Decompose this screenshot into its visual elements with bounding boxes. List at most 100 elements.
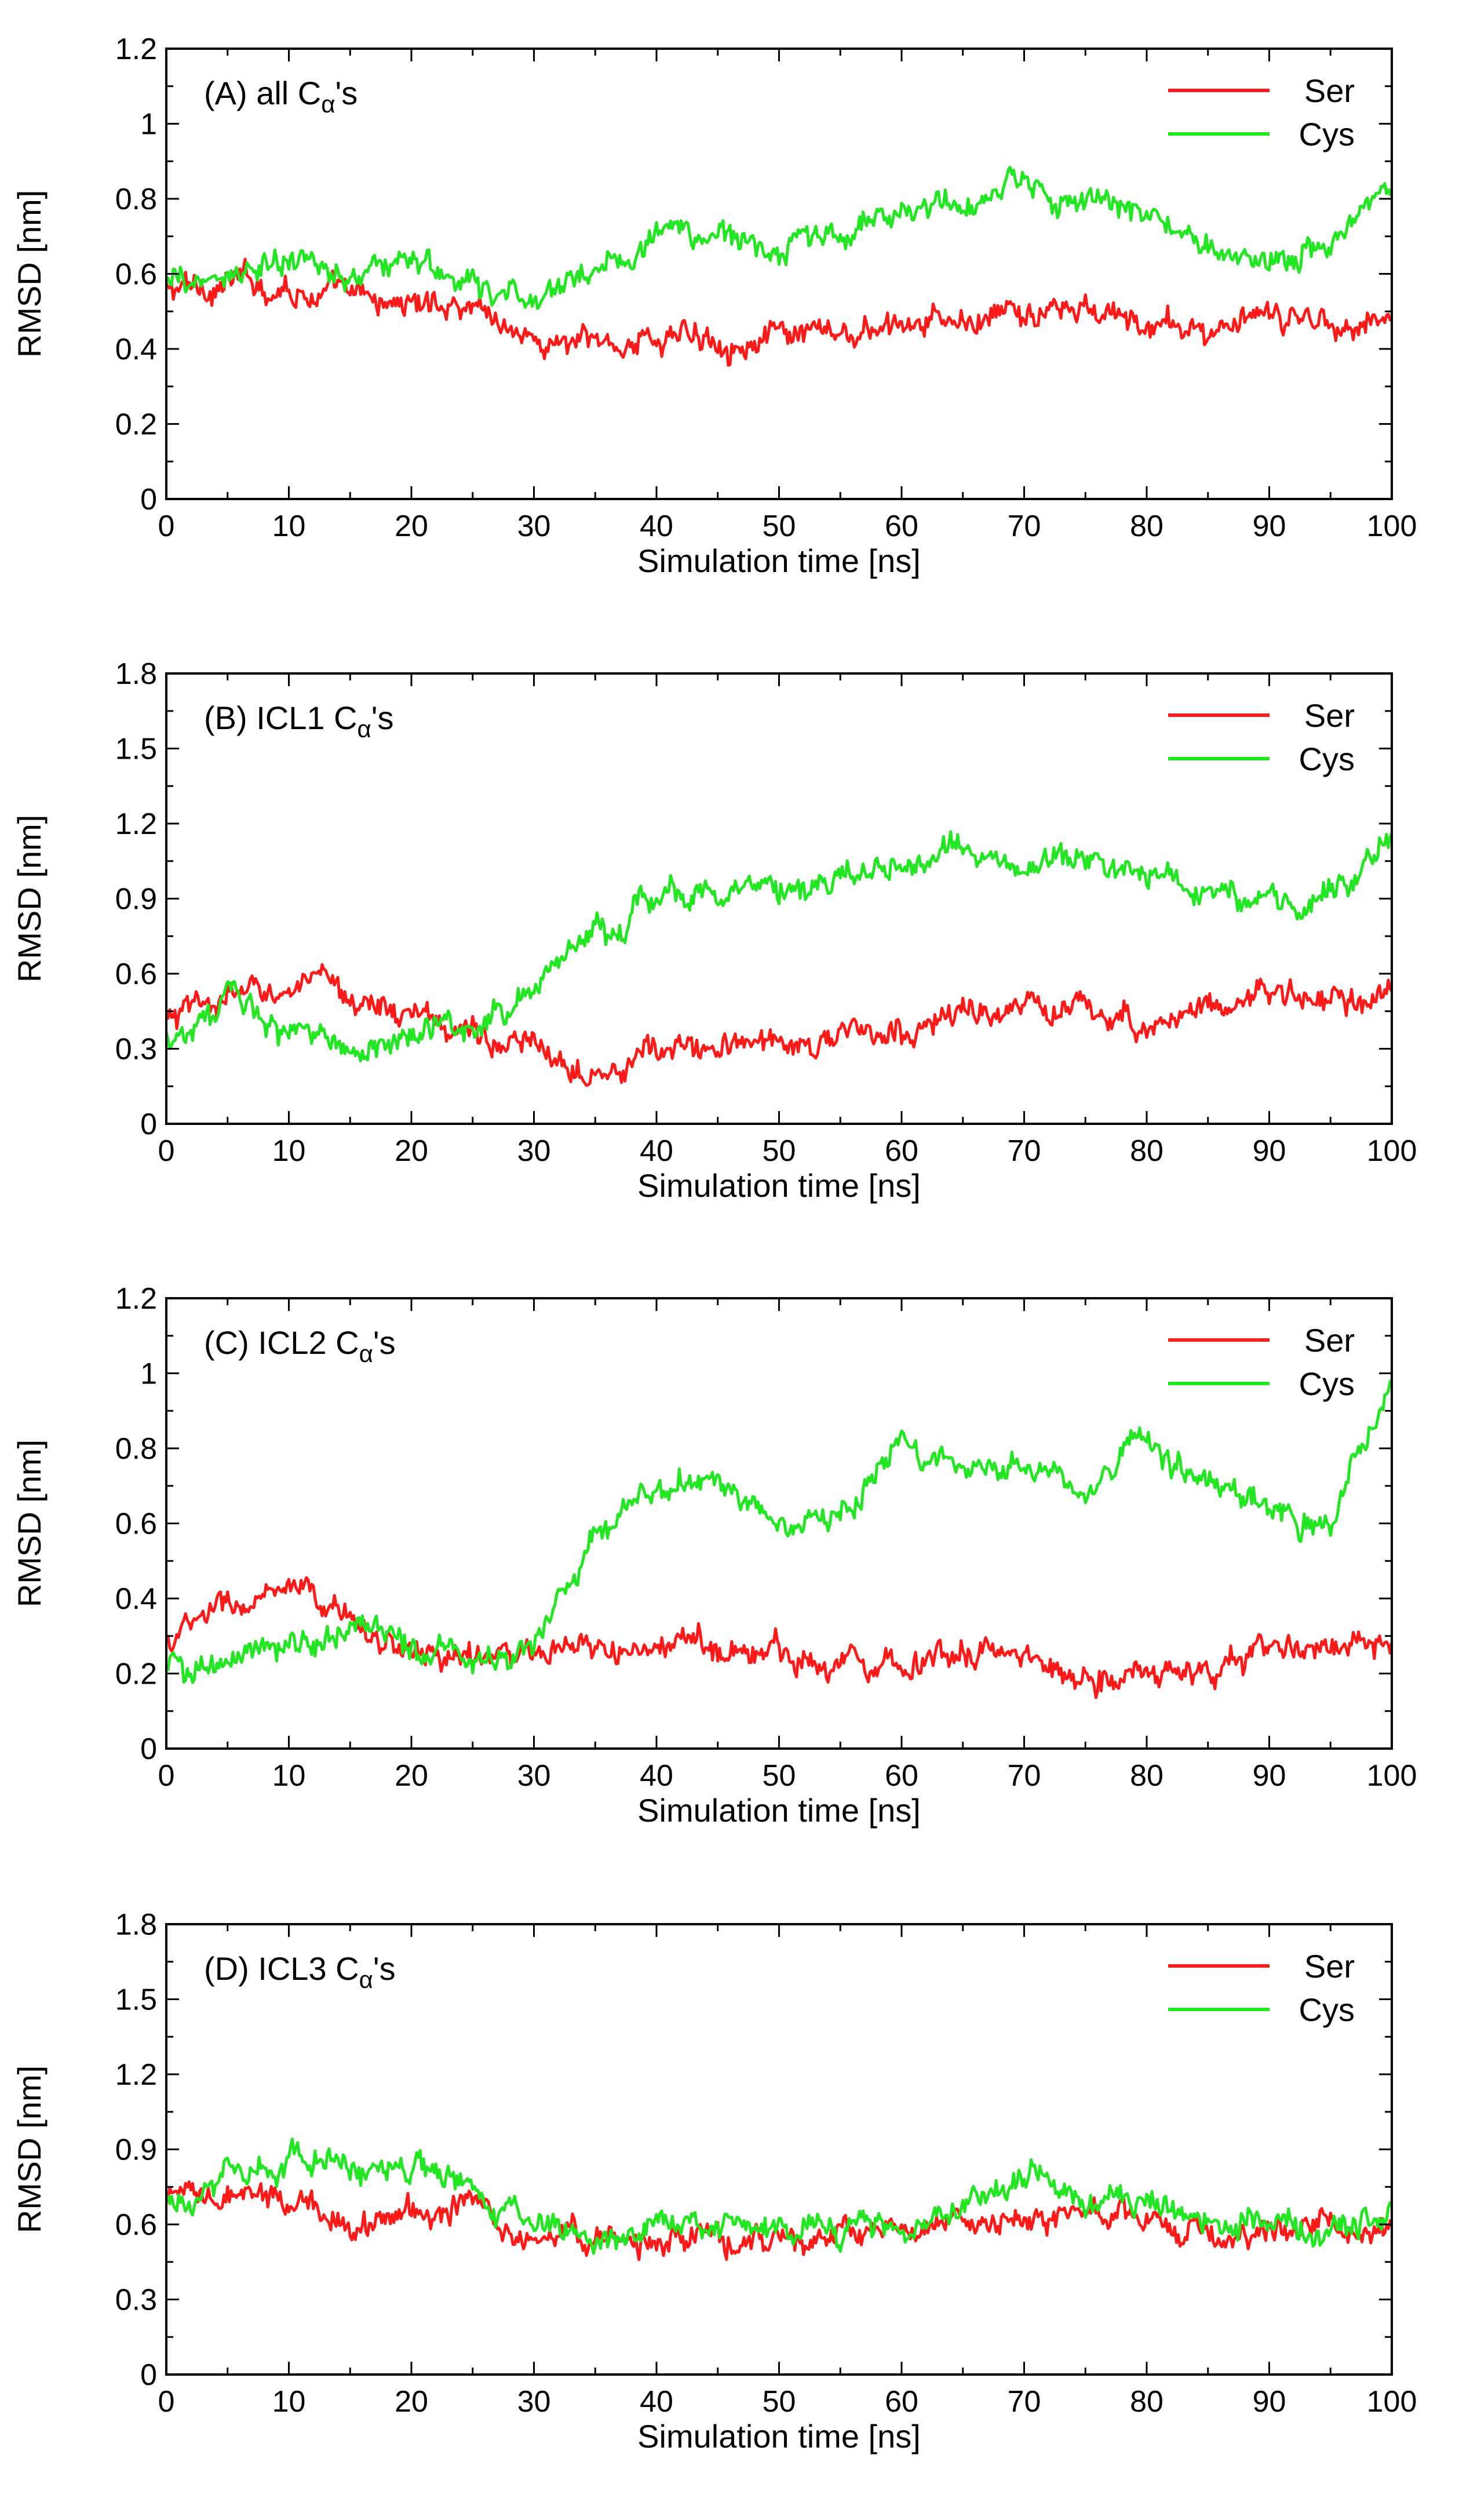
panel-b-xtick-label: 60 — [885, 1134, 918, 1168]
panel-d: 0 10 20 30 40 50 60 70 80 90 100 0 0.3 0.6 0.9 1.2 1.5 1.… — [11, 1908, 1417, 2455]
panel-c: 0 10 20 30 40 50 60 70 80 90 100 0 0.2 0.4 0.6 0.8 1 1.2 S… — [11, 1282, 1417, 1829]
panel-a: 0 10 20 30 40 50 60 70 80 90 100 0 0.2 0.4 0.6 0.8 1 1.2 S… — [11, 32, 1417, 579]
panel-a-xtick-label: 20 — [395, 509, 428, 543]
panel-c-ytick-label: 0.6 — [115, 1507, 157, 1541]
panel-b-ytick-label: 1.5 — [115, 733, 157, 766]
panel-b-ytick-label: 1.2 — [115, 807, 157, 841]
panel-c-xtick-label: 60 — [885, 1759, 918, 1793]
panel-d-ytick-label: 1.8 — [115, 1908, 157, 1942]
panel-c-ytick-label: 1 — [140, 1357, 157, 1391]
panel-c-legend-label-ser: Ser — [1304, 1322, 1355, 1359]
panel-d-xtick-label: 20 — [395, 2385, 428, 2419]
panel-d-xtick-label: 10 — [272, 2385, 306, 2419]
panel-c-legend: Ser Cys — [1168, 1322, 1355, 1402]
panel-a-legend-label-cys: Cys — [1299, 116, 1355, 152]
panel-a-xtick-label: 40 — [640, 509, 673, 543]
panel-d-xtick-label: 50 — [763, 2385, 796, 2419]
panel-a-xtick-label: 10 — [272, 509, 306, 543]
panel-a-xtick-label: 30 — [517, 509, 551, 543]
panel-b-xtick-label: 30 — [517, 1134, 551, 1168]
panel-b-ytick-label: 1.8 — [115, 657, 157, 691]
panel-a-ytick-label: 0.6 — [115, 258, 157, 292]
panel-c-xtick-label: 20 — [395, 1759, 428, 1793]
panel-a-ytick-label: 0.2 — [115, 408, 157, 442]
panel-c-xtick-label: 40 — [640, 1759, 673, 1793]
panel-a-xtick-label: 80 — [1130, 509, 1163, 543]
panel-a-series-ser — [165, 257, 1393, 367]
panel-b-xlabel: Simulation time [ns] — [637, 1167, 921, 1204]
panel-a-legend: Ser Cys — [1168, 72, 1355, 152]
panel-b-xtick-label: 0 — [158, 1134, 175, 1168]
panel-b-series-ser — [165, 963, 1394, 1087]
panel-b-legend-label-cys: Cys — [1299, 741, 1355, 777]
panel-a-ytick-label: 0.4 — [115, 333, 157, 366]
panel-b-ytick-label: 0.3 — [115, 1033, 157, 1066]
panel-a-xtick-label: 50 — [763, 509, 796, 543]
panel-b: 0 10 20 30 40 50 60 70 80 90 100 0 0.3 0.6 0.9 1.2 1.5 1.… — [11, 657, 1417, 1204]
panel-b-ytick-label: 0 — [140, 1108, 157, 1141]
panel-d-xtick-label: 40 — [640, 2385, 673, 2419]
panel-a-xtick-label: 90 — [1253, 509, 1286, 543]
panel-b-title: (B) ICL1 Cα's — [204, 700, 393, 742]
panel-c-xtick-label: 100 — [1367, 1759, 1417, 1793]
panel-d-xtick-label: 60 — [885, 2385, 918, 2419]
panel-a-xtick-label: 60 — [885, 509, 918, 543]
panel-b-xtick-label: 10 — [272, 1134, 306, 1168]
panel-d-legend: Ser Cys — [1168, 1948, 1355, 2028]
panel-b-ytick-label: 0.9 — [115, 883, 157, 916]
panel-d-ylabel: RMSD [nm] — [11, 2066, 48, 2233]
panel-c-ytick-label: 0.2 — [115, 1658, 157, 1691]
panel-b-xtick-label: 100 — [1367, 1134, 1417, 1168]
panel-d-xlabel: Simulation time [ns] — [637, 2418, 921, 2455]
panel-b-xtick-label: 50 — [763, 1134, 796, 1168]
panel-d-xtick-label: 100 — [1367, 2385, 1417, 2419]
panel-b-xtick-label: 40 — [640, 1134, 673, 1168]
panel-a-xtick-label: 100 — [1367, 509, 1417, 543]
panel-d-xtick-label: 0 — [158, 2385, 175, 2419]
panel-c-xtick-label: 50 — [763, 1759, 796, 1793]
panel-b-ylabel: RMSD [nm] — [11, 815, 48, 982]
panel-b-xtick-label: 70 — [1008, 1134, 1041, 1168]
panel-d-xtick-label: 30 — [517, 2385, 551, 2419]
panel-b-series-cys — [165, 830, 1394, 1062]
panel-d-legend-label-cys: Cys — [1299, 1991, 1355, 2028]
panel-b-legend: Ser Cys — [1168, 697, 1355, 777]
panel-b-legend-label-ser: Ser — [1304, 697, 1355, 734]
panel-a-series-cys — [165, 166, 1394, 310]
panel-c-ytick-label: 0 — [140, 1732, 157, 1766]
panel-c-ytick-label: 0.8 — [115, 1432, 157, 1466]
panel-d-ytick-label: 0 — [140, 2358, 157, 2392]
panel-a-ytick-label: 1.2 — [115, 32, 157, 66]
panel-a-ytick-label: 0 — [140, 483, 157, 516]
panel-c-ytick-label: 0.4 — [115, 1582, 157, 1616]
panel-c-xtick-label: 70 — [1008, 1759, 1041, 1793]
panel-d-title: (D) ICL3 Cα's — [204, 1950, 396, 1993]
panel-c-ytick-label: 1.2 — [115, 1282, 157, 1316]
panel-c-xtick-label: 90 — [1253, 1759, 1286, 1793]
panel-d-ytick-label: 0.6 — [115, 2208, 157, 2242]
panel-d-xtick-label: 80 — [1130, 2385, 1163, 2419]
panel-d-series-cys — [166, 2137, 1394, 2255]
panel-d-ytick-label: 1.5 — [115, 1983, 157, 2017]
panel-c-xlabel: Simulation time [ns] — [637, 1792, 921, 1829]
panel-a-xlabel: Simulation time [ns] — [637, 542, 921, 579]
panel-c-ylabel: RMSD [nm] — [11, 1440, 48, 1607]
panel-a-legend-label-ser: Ser — [1304, 72, 1355, 109]
panel-d-legend-label-ser: Ser — [1304, 1948, 1355, 1984]
panel-c-series-ser — [165, 1576, 1394, 1699]
panel-c-xtick-label: 80 — [1130, 1759, 1163, 1793]
panel-d-ytick-label: 0.9 — [115, 2133, 157, 2167]
panel-d-ytick-label: 0.3 — [115, 2284, 157, 2317]
panel-d-frame — [165, 1923, 1393, 2376]
panel-c-title: (C) ICL2 Cα's — [204, 1324, 396, 1367]
panel-b-xtick-label: 80 — [1130, 1134, 1163, 1168]
panel-d-ytick-label: 1.2 — [115, 2058, 157, 2092]
panel-c-xtick-label: 10 — [272, 1759, 306, 1793]
panel-a-ytick-label: 1 — [140, 108, 157, 141]
panel-b-ytick-label: 0.6 — [115, 957, 157, 991]
panel-a-ytick-label: 0.8 — [115, 183, 157, 216]
panel-a-title: (A) all Cα's — [204, 75, 358, 118]
panel-a-xtick-label: 70 — [1008, 509, 1041, 543]
panel-a-ylabel: RMSD [nm] — [11, 190, 48, 358]
